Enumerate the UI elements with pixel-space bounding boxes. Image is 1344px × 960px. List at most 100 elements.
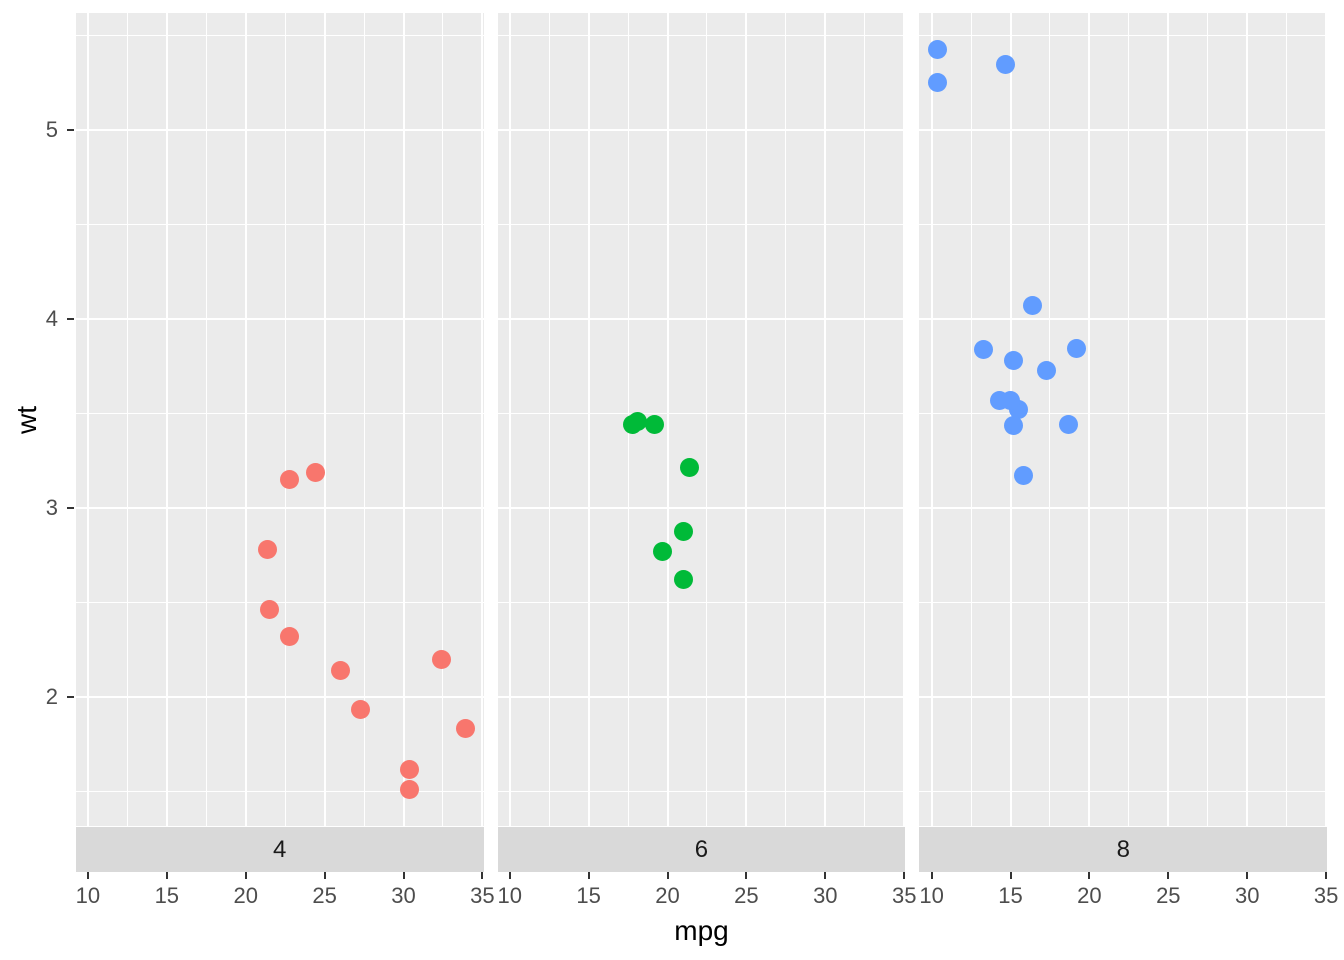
gridline-y-major <box>919 317 1328 320</box>
data-point <box>1059 415 1079 435</box>
x-tick-mark <box>1088 872 1091 879</box>
x-tick-mark <box>930 872 933 879</box>
y-tick-label: 3 <box>45 495 58 520</box>
data-point <box>1067 338 1087 358</box>
gridline-y-minor <box>919 34 1328 36</box>
gridline-y-major <box>497 317 906 320</box>
x-tick-label: 20 <box>1077 883 1102 908</box>
data-point <box>680 457 700 477</box>
gridline-x-minor <box>706 13 708 826</box>
x-tick-label: 20 <box>233 883 258 908</box>
gridline-x-major <box>165 13 168 826</box>
x-tick-mark <box>323 872 326 879</box>
gridline-x-minor <box>205 13 207 826</box>
gridline-x-minor <box>363 13 365 826</box>
data-point <box>1037 360 1057 380</box>
gridline-x-minor <box>1207 13 1209 826</box>
gridline-x-major <box>1246 13 1249 826</box>
gridline-x-major <box>244 13 247 826</box>
gridline-x-major <box>1167 13 1170 826</box>
x-tick-label: 30 <box>813 883 838 908</box>
gridline-y-minor <box>497 412 906 414</box>
data-point <box>1001 390 1021 410</box>
data-point <box>431 649 451 669</box>
x-tick-mark <box>402 872 405 879</box>
gridline-y-major <box>919 128 1328 131</box>
x-tick-mark <box>1325 872 1328 879</box>
gridline-x-minor <box>864 13 866 826</box>
gridline-y-minor <box>919 223 1328 225</box>
data-point <box>400 779 420 799</box>
gridline-y-major <box>75 507 484 509</box>
data-point <box>996 55 1016 75</box>
gridline-x-major <box>930 13 933 826</box>
gridline-x-minor <box>1128 13 1130 826</box>
data-point <box>928 40 948 60</box>
gridline-y-minor <box>75 34 484 36</box>
gridline-x-minor <box>126 13 128 826</box>
x-tick-label: 25 <box>734 883 759 908</box>
gridline-x-major <box>903 13 906 826</box>
gridline-x-minor <box>284 13 286 826</box>
gridline-x-major <box>745 13 748 826</box>
gridline-x-major <box>666 13 669 826</box>
data-point <box>1023 296 1043 316</box>
gridline-y-minor <box>75 412 484 414</box>
gridline-x-minor <box>442 13 444 826</box>
x-tick-label: 10 <box>497 883 522 908</box>
gridline-x-minor <box>970 13 972 826</box>
gridline-y-major <box>919 696 1328 698</box>
x-tick-mark <box>1009 872 1012 879</box>
x-tick-label: 25 <box>1156 883 1181 908</box>
gridline-x-major <box>508 13 511 826</box>
gridline-x-major <box>1088 13 1091 826</box>
x-tick-mark <box>745 872 748 879</box>
data-point <box>974 339 994 359</box>
data-point <box>280 470 300 490</box>
x-tick-label: 30 <box>1234 883 1260 908</box>
x-tick-mark <box>903 872 906 879</box>
x-tick-label: 15 <box>154 883 180 908</box>
data-point <box>673 570 693 590</box>
gridline-y-minor <box>919 602 1328 603</box>
facet-strip-8: 8 <box>919 827 1328 872</box>
facet-panel-6 <box>497 13 906 826</box>
data-point <box>1013 466 1033 486</box>
x-tick-mark <box>244 872 247 879</box>
gridline-x-minor <box>548 13 550 826</box>
x-tick-label: 10 <box>919 883 944 908</box>
y-axis-title: wt <box>11 405 42 434</box>
gridline-y-major <box>919 507 1328 509</box>
y-tick-mark <box>67 507 74 509</box>
data-point <box>258 540 278 560</box>
x-axis-title: mpg <box>674 915 729 946</box>
facet-strip-6: 6 <box>497 827 906 872</box>
data-point <box>653 541 673 561</box>
gridline-x-minor <box>1049 13 1051 826</box>
gridline-y-major <box>75 696 484 698</box>
y-tick-mark <box>67 317 74 320</box>
x-tick-mark <box>86 872 89 879</box>
y-tick-label: 2 <box>45 684 58 709</box>
gridline-x-major <box>323 13 326 826</box>
data-point <box>305 462 325 482</box>
x-tick-label: 15 <box>576 883 601 908</box>
x-tick-mark <box>1246 872 1249 879</box>
gridline-x-major <box>587 13 590 826</box>
y-tick-label: 4 <box>45 305 58 331</box>
gridline-y-major <box>497 507 906 509</box>
x-tick-mark <box>824 872 827 879</box>
data-point <box>455 718 475 738</box>
x-tick-label: 10 <box>75 883 101 908</box>
gridline-y-major <box>497 128 906 131</box>
facet-strip-4: 4 <box>75 827 484 872</box>
y-tick-mark <box>67 128 74 131</box>
facet-panel-4 <box>75 13 484 826</box>
gridline-y-major <box>75 317 484 320</box>
x-tick-mark <box>481 872 484 879</box>
x-tick-mark <box>587 872 590 879</box>
gridline-y-minor <box>919 412 1328 414</box>
data-point <box>400 760 420 780</box>
data-point <box>645 415 665 435</box>
gridline-y-minor <box>75 791 484 792</box>
